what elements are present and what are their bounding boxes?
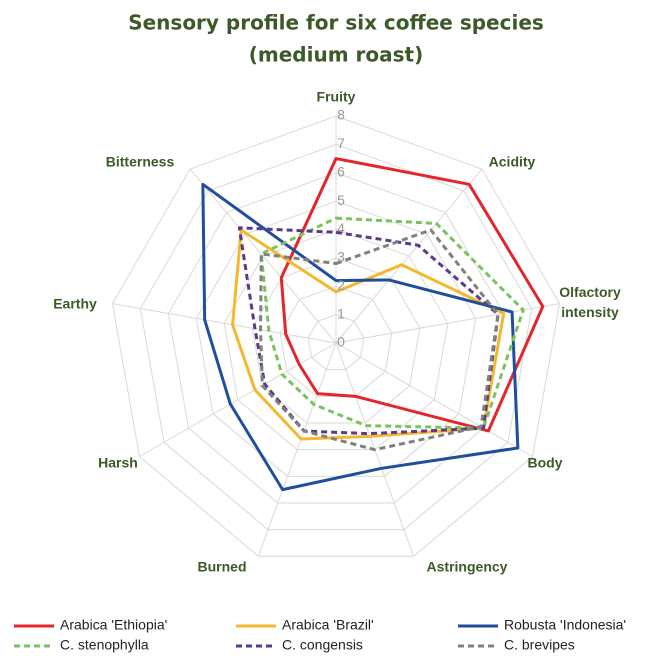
spoke — [335, 303, 560, 344]
legend-label: Robusta 'Indonesia' — [504, 617, 626, 633]
series-line — [279, 157, 545, 433]
spoke — [112, 303, 337, 344]
category-label: Astringency — [427, 559, 508, 575]
y-tick-label: 1 — [337, 305, 345, 321]
y-tick-label: 7 — [337, 135, 345, 151]
grid-ring — [139, 143, 533, 531]
chart-title: (medium roast) — [249, 43, 423, 67]
grid-ring — [111, 115, 561, 557]
category-label: Bitterness — [106, 154, 175, 170]
series-line — [237, 226, 500, 436]
series-line — [259, 216, 525, 430]
y-tick-label: 2 — [337, 277, 345, 293]
y-tick-label: 4 — [337, 220, 345, 236]
y-tick-label: 3 — [337, 249, 345, 265]
legend-label: Arabica 'Ethiopia' — [60, 617, 167, 633]
grid-ring — [251, 257, 421, 424]
grid-ring — [195, 200, 477, 477]
category-label: Body — [528, 455, 563, 471]
category-label: Earthy — [53, 296, 97, 312]
spoke — [139, 342, 337, 457]
grid-ring — [307, 314, 365, 371]
spoke — [335, 342, 533, 457]
series-line — [231, 228, 506, 441]
legend-label: Arabica 'Brazil' — [282, 617, 374, 633]
chart-title: Sensory profile for six coffee species — [128, 11, 544, 35]
spoke — [189, 168, 337, 344]
category-label: Harsh — [98, 455, 138, 471]
spoke — [335, 168, 483, 344]
category-label: Olfactory intensity — [559, 284, 621, 320]
series-line — [259, 228, 500, 452]
legend-label: C. brevipes — [504, 637, 575, 653]
y-tick-label: 8 — [337, 107, 345, 123]
legend-label: C. stenophylla — [60, 637, 149, 653]
spoke — [257, 342, 337, 557]
legend-label: C. congensis — [282, 637, 363, 653]
series-line — [201, 182, 520, 492]
y-tick-label: 5 — [337, 192, 345, 208]
category-label: Fruity — [317, 89, 356, 105]
y-tick-label: 6 — [337, 163, 345, 179]
y-tick-label: 0 — [337, 334, 345, 350]
category-label: Acidity — [489, 154, 536, 170]
category-label: Burned — [198, 559, 247, 575]
